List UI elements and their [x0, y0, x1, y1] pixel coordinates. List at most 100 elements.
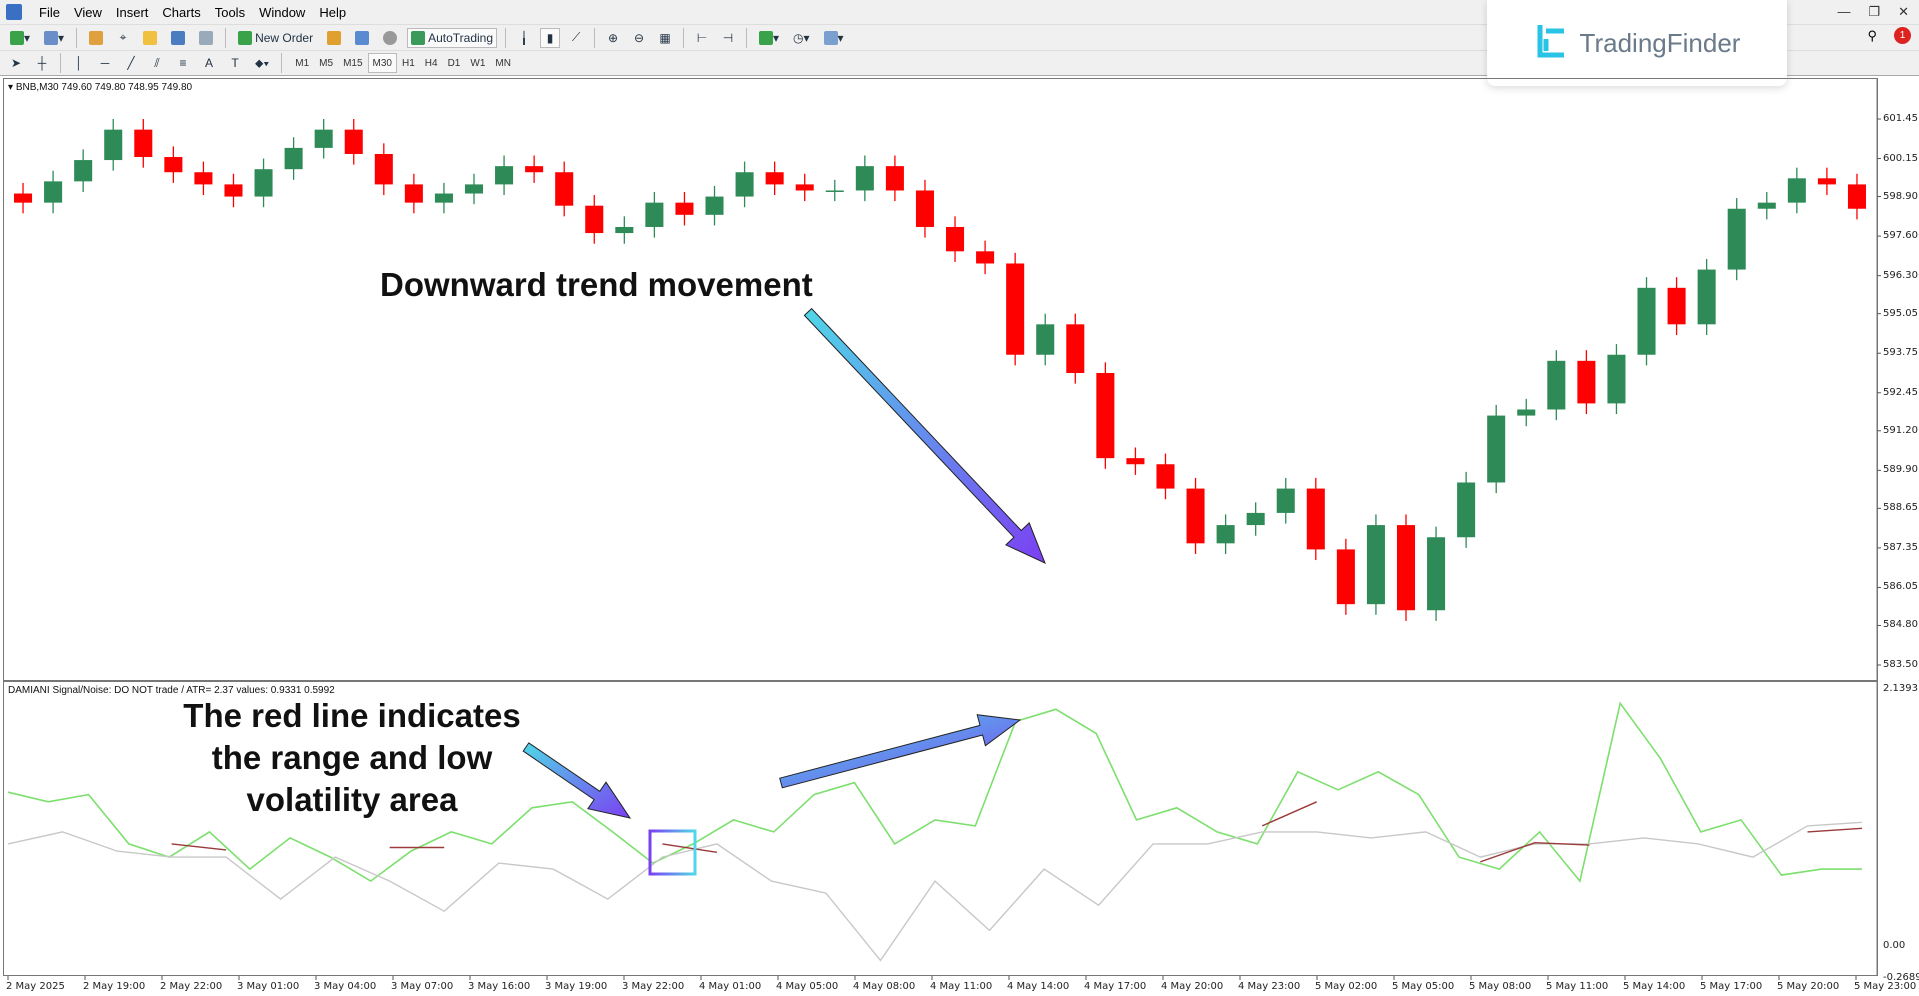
timeframe-m15[interactable]: M15	[343, 57, 363, 69]
candle-body	[555, 172, 574, 206]
time-label: 4 May 11:00	[930, 981, 993, 992]
menu-help[interactable]: Help	[319, 4, 347, 20]
price-label: 597.60	[1883, 230, 1918, 242]
candle-body	[1156, 464, 1175, 489]
candle-body	[705, 196, 724, 215]
market-watch-icon[interactable]	[85, 28, 107, 48]
signal-line	[7, 701, 1862, 883]
text-icon[interactable]: A	[204, 56, 213, 70]
price-label: 592.45	[1883, 386, 1918, 398]
price-label: 593.75	[1883, 347, 1918, 359]
candle-body	[1577, 360, 1596, 404]
candle-body	[976, 251, 995, 264]
range-annotation: The red line indicates the range and low…	[152, 695, 552, 821]
candlestick-icon[interactable]: ▮	[540, 27, 561, 48]
cursor-icon[interactable]: ➤	[10, 56, 22, 70]
navigator-icon[interactable]	[139, 28, 161, 48]
crosshair-tool-icon[interactable]: ┼	[37, 56, 47, 70]
range-line	[171, 801, 1863, 863]
candle-body	[224, 184, 243, 197]
line-chart-icon[interactable]: ⟋	[571, 30, 581, 44]
candle-body	[1637, 287, 1656, 355]
vertical-line-icon[interactable]: │	[75, 56, 83, 70]
new-order-button[interactable]: New Order	[234, 28, 317, 48]
menu-file[interactable]: File	[39, 4, 60, 20]
price-label: 586.05	[1883, 581, 1918, 593]
candle-body	[1517, 409, 1536, 416]
time-label: 4 May 20:00	[1161, 981, 1224, 992]
text-label-icon[interactable]: T	[231, 56, 239, 70]
timeframe-m1[interactable]: M1	[295, 57, 310, 69]
search-icon[interactable]: ⚲	[1867, 28, 1877, 43]
time-label: 5 May 17:00	[1700, 981, 1763, 992]
timeframe-w1[interactable]: W1	[470, 57, 486, 69]
zoom-out-icon[interactable]: ⊖	[633, 30, 645, 45]
candle-body	[645, 202, 664, 227]
zoom-in-icon[interactable]: ⊕	[607, 30, 619, 45]
templates-button[interactable]: ▾	[820, 28, 848, 48]
timeframe-mn[interactable]: MN	[495, 57, 511, 69]
candle-body	[374, 153, 393, 185]
candle-body	[825, 190, 844, 192]
periods-button[interactable]: ◷▾	[793, 30, 810, 45]
time-label: 4 May 23:00	[1238, 981, 1301, 992]
trendline-icon[interactable]: ╱	[127, 56, 135, 70]
candle-body	[314, 129, 333, 148]
trend-arrow	[803, 307, 1046, 564]
timeframe-d1[interactable]: D1	[447, 57, 461, 69]
channel-icon[interactable]: ⫽	[154, 55, 160, 70]
market-icon[interactable]	[379, 28, 401, 48]
price-label: 601.45	[1883, 113, 1918, 124]
tradingfinder-logo: TradingFinder	[1487, 0, 1787, 86]
autoscroll-icon[interactable]: ⊢	[696, 30, 708, 45]
indicators-button[interactable]: ▾	[755, 28, 783, 48]
candle-body	[1607, 354, 1626, 404]
menu-insert[interactable]: Insert	[115, 4, 149, 20]
candle-body	[1066, 324, 1085, 373]
tile-windows-icon[interactable]: ▦	[659, 30, 671, 45]
chart-shift-icon[interactable]: ⊣	[722, 30, 734, 45]
menu-window[interactable]: Window	[259, 4, 306, 20]
horizontal-line-icon[interactable]: ─	[100, 56, 110, 70]
timeframe-h1[interactable]: H1	[401, 57, 415, 69]
strategy-tester-icon[interactable]	[195, 28, 217, 48]
time-label: 5 May 23:00	[1854, 981, 1917, 992]
signals-icon[interactable]	[351, 28, 373, 48]
time-label: 2 May 22:00	[160, 981, 223, 992]
signal-arrow	[779, 714, 1022, 789]
indicator-label: -0.2689	[1883, 972, 1919, 984]
close-button[interactable]: ✕	[1898, 4, 1909, 19]
timeframe-m30[interactable]: M30	[367, 53, 397, 73]
menu-charts[interactable]: Charts	[162, 4, 201, 20]
candle-body	[1126, 458, 1145, 465]
timeframe-h4[interactable]: H4	[424, 57, 438, 69]
time-label: 5 May 11:00	[1546, 981, 1609, 992]
new-order-label: New Order	[255, 30, 314, 45]
metaeditor-icon[interactable]	[323, 28, 345, 48]
arrows-icon[interactable]: ⬥▾	[255, 55, 270, 70]
candle-body	[1006, 263, 1025, 355]
candle-body	[14, 193, 33, 203]
profiles-button[interactable]: ▾	[40, 28, 68, 48]
candle-body	[1186, 488, 1205, 544]
notification-badge[interactable]: 1	[1894, 27, 1911, 44]
restore-button[interactable]: ❐	[1868, 4, 1881, 19]
menu-tools[interactable]: Tools	[214, 4, 246, 20]
indicator-header: DAMIANI Signal/Noise: DO NOT trade / ATR…	[8, 685, 335, 696]
candle-body	[1697, 269, 1716, 325]
logo-mark-icon	[1537, 25, 1564, 58]
fibonacci-icon[interactable]: ≡	[179, 56, 187, 70]
terminal-icon[interactable]	[167, 28, 189, 48]
candle-body	[1487, 415, 1506, 483]
menu-view[interactable]: View	[73, 4, 102, 20]
timeframe-m5[interactable]: M5	[319, 57, 334, 69]
bar-chart-icon[interactable]: ╽	[520, 30, 528, 45]
autotrading-button[interactable]: AutoTrading	[407, 27, 498, 48]
crosshair-icon[interactable]: ⌖	[119, 30, 127, 44]
candle-body	[1847, 184, 1866, 209]
new-chart-button[interactable]: ▾	[6, 28, 34, 48]
minimize-button[interactable]: —	[1837, 4, 1851, 19]
time-label: 5 May 05:00	[1392, 981, 1455, 992]
time-label: 4 May 05:00	[776, 981, 839, 992]
candle-body	[254, 169, 273, 197]
